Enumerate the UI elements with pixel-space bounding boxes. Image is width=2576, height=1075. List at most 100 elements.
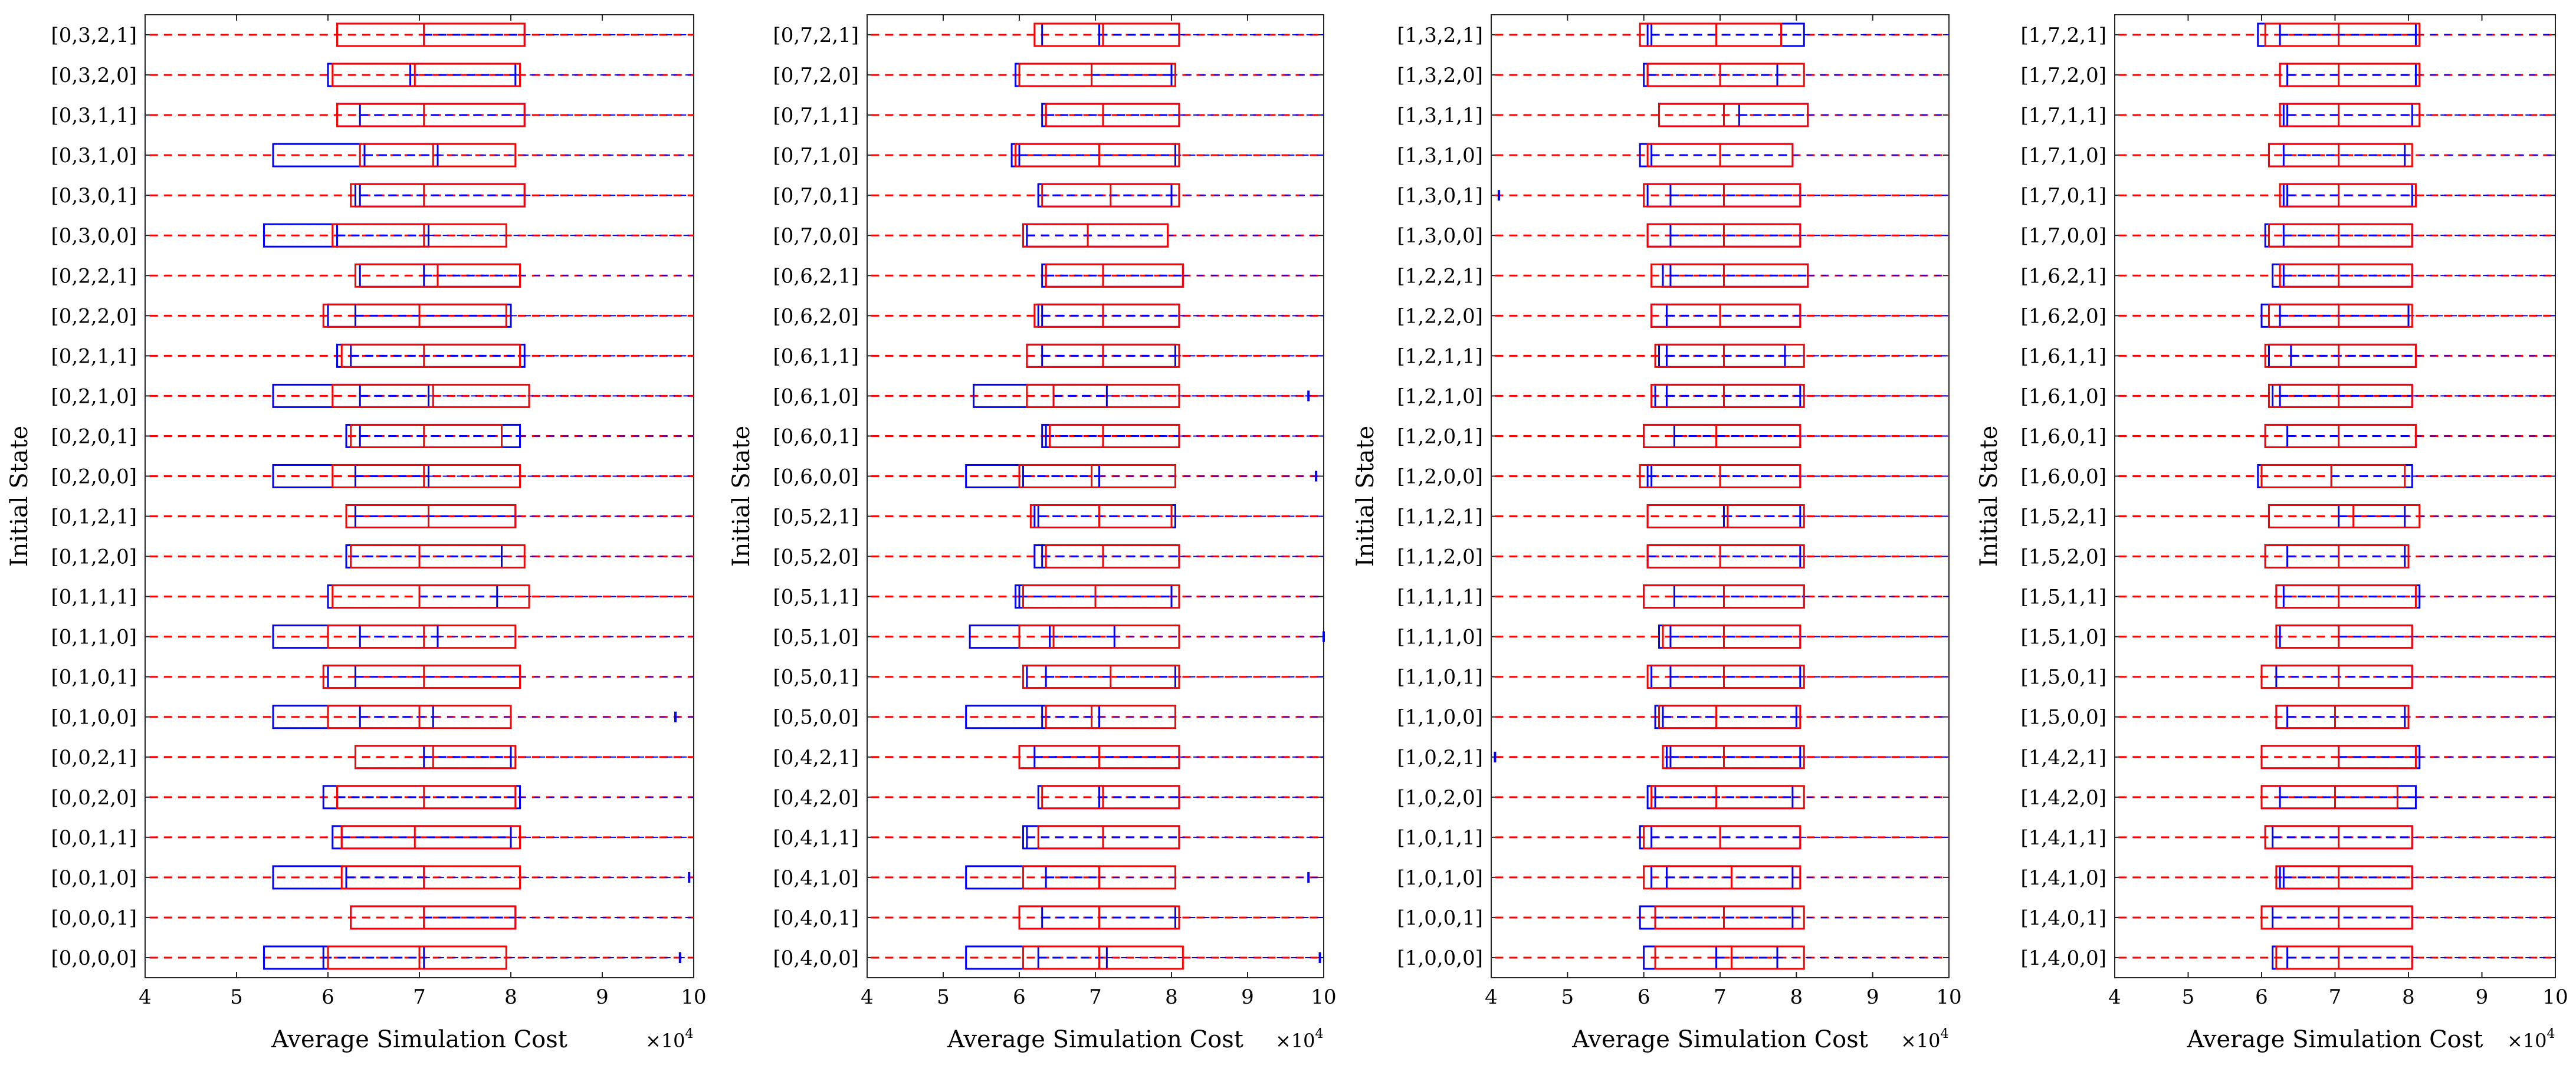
y-tick-label: [0,4,0,1]: [773, 906, 859, 930]
y-tick-label: [1,1,2,0]: [1397, 545, 1483, 569]
box-red: [1022, 945, 1184, 970]
y-tick-label: [1,2,0,1]: [1397, 425, 1483, 448]
y-tick-label: [0,2,2,1]: [51, 264, 137, 288]
box-red: [1646, 63, 1805, 87]
y-tick-label: [1,5,1,1]: [2021, 586, 2106, 609]
box-red: [340, 825, 521, 850]
box-red: [2267, 223, 2413, 248]
box-red: [1650, 383, 1805, 408]
x-tick-label: 5: [230, 985, 243, 1009]
y-tick-label: [0,4,0,0]: [773, 946, 859, 970]
box-red: [1643, 865, 1801, 890]
box-red: [2267, 303, 2413, 328]
y-tick-label: [1,5,2,1]: [2021, 505, 2106, 529]
box-red: [1029, 504, 1173, 529]
y-tick-label: [0,0,0,1]: [51, 906, 137, 930]
y-tick-label: [0,3,1,1]: [51, 104, 137, 127]
y-tick-label: [0,2,2,0]: [51, 304, 137, 328]
y-tick-label: [1,6,1,1]: [2021, 344, 2106, 368]
y-tick-label: [0,7,2,0]: [773, 64, 859, 87]
box-red: [322, 665, 521, 689]
box-red: [359, 143, 517, 167]
y-tick-label: [1,6,2,0]: [2021, 304, 2106, 328]
x-exponent: ×104: [645, 1027, 694, 1052]
box-red: [2267, 383, 2413, 408]
box-red: [2267, 143, 2413, 167]
y-tick-label: [1,3,1,0]: [1397, 144, 1483, 167]
x-tick-label: 10: [681, 985, 706, 1009]
box-red: [1654, 945, 1805, 970]
box-red: [1643, 183, 1801, 208]
box-red: [1015, 143, 1180, 167]
box-red: [1643, 825, 1801, 850]
box-red: [332, 63, 521, 87]
y-tick-label: [1,6,0,0]: [2021, 465, 2106, 488]
y-axis-label: Initial State: [1976, 426, 2003, 567]
box-red: [340, 865, 521, 890]
y-tick-label: [1,0,1,0]: [1397, 866, 1483, 890]
x-tick-label: 5: [937, 985, 950, 1009]
box-red: [1646, 665, 1805, 689]
y-tick-label: [0,0,0,0]: [51, 946, 137, 970]
y-tick-label: [0,1,0,0]: [51, 706, 137, 729]
y-tick-label: [0,0,1,0]: [51, 866, 137, 890]
x-exponent: ×104: [2507, 1027, 2555, 1052]
y-tick-label: [0,2,0,1]: [51, 425, 137, 448]
y-tick-label: [1,4,0,0]: [2021, 946, 2106, 970]
x-tick-label: 6: [321, 985, 334, 1009]
y-tick-label: [1,5,0,0]: [2021, 706, 2106, 729]
x-tick-label: 7: [2329, 985, 2342, 1009]
y-tick-label: [1,5,0,1]: [2021, 666, 2106, 689]
x-tick-label: 10: [1311, 985, 1336, 1009]
box-red: [350, 905, 517, 930]
box-red: [2264, 343, 2417, 368]
y-tick-label: [1,3,2,1]: [1397, 24, 1483, 47]
axes-frame-1: [867, 14, 1324, 978]
y-tick-label: [1,2,2,1]: [1397, 264, 1483, 288]
box-red: [1018, 463, 1176, 488]
y-tick-label: [1,3,0,0]: [1397, 224, 1483, 248]
box-red: [1658, 705, 1801, 729]
y-tick-label: [0,6,0,1]: [773, 425, 859, 448]
y-tick-label: [1,7,1,1]: [2021, 104, 2106, 127]
box-red: [1045, 263, 1184, 288]
box-red: [1045, 544, 1180, 569]
y-tick-label: [1,3,0,1]: [1397, 184, 1483, 208]
box-red: [1033, 303, 1180, 328]
box-red: [1646, 544, 1805, 569]
x-tick-label: 6: [1638, 985, 1650, 1009]
y-tick-label: [1,1,2,1]: [1397, 505, 1483, 529]
y-tick-label: [1,2,1,0]: [1397, 384, 1483, 408]
y-tick-label: [1,2,2,0]: [1397, 304, 1483, 328]
y-tick-label: [0,2,0,0]: [51, 465, 137, 488]
x-tick-label: 9: [2476, 985, 2489, 1009]
y-tick-label: [0,7,1,0]: [773, 144, 859, 167]
y-tick-label: [0,5,0,0]: [773, 706, 859, 729]
y-tick-label: [0,7,1,1]: [773, 104, 859, 127]
y-tick-label: [0,4,2,0]: [773, 786, 859, 810]
box-red: [345, 504, 517, 529]
y-tick-label: [0,0,2,1]: [51, 746, 137, 770]
box-red: [2260, 463, 2406, 488]
box-red: [2279, 183, 2417, 208]
y-tick-label: [1,7,1,0]: [2021, 144, 2106, 167]
y-tick-label: [1,4,2,0]: [2021, 786, 2106, 810]
y-tick-label: [1,7,0,1]: [2021, 184, 2106, 208]
box-red: [336, 103, 526, 127]
y-tick-label: [0,1,2,1]: [51, 505, 137, 529]
x-tick-label: 10: [1936, 985, 1961, 1009]
y-tick-label: [0,7,0,1]: [773, 184, 859, 208]
y-tick-label: [1,3,1,1]: [1397, 104, 1483, 127]
y-tick-label: [1,7,2,1]: [2021, 24, 2106, 47]
x-tick-label: 10: [2542, 985, 2568, 1009]
box-red: [2264, 544, 2410, 569]
x-axis-label: Average Simulation Cost: [2187, 1026, 2483, 1053]
y-tick-label: [1,3,2,0]: [1397, 64, 1483, 87]
box-red: [1026, 383, 1180, 408]
axes-frame-0: [145, 14, 694, 978]
y-tick-label: [0,4,2,1]: [773, 746, 859, 770]
box-red: [1658, 103, 1809, 127]
y-tick-label: [0,6,1,0]: [773, 384, 859, 408]
y-axis-label: Initial State: [6, 426, 33, 567]
box-red: [2275, 705, 2410, 729]
